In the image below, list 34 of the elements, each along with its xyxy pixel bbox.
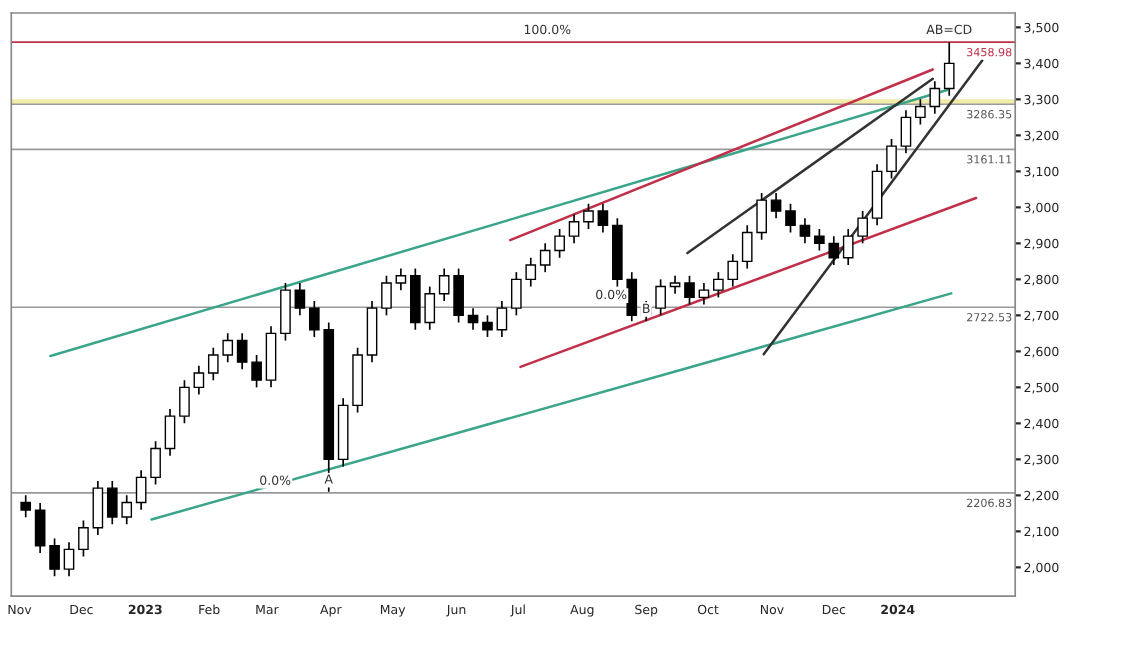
candlestick [943,41,955,97]
candlestick [164,408,176,457]
candlestick [236,332,248,371]
candlestick [597,202,609,234]
candlestick [900,109,912,155]
candlestick [366,300,378,363]
candlestick [583,202,594,230]
candlestick [135,469,147,511]
candlestick [179,379,190,425]
candlestick [20,494,32,519]
candlestick [265,325,277,389]
candlestick [34,502,46,554]
candlestick [785,202,796,234]
candlestick [568,213,580,245]
candlestick [63,541,75,578]
candlestick [395,267,407,291]
candlestick [799,217,811,245]
candlestick [92,480,104,536]
candlestick [150,440,161,486]
candlestick [49,537,60,578]
candlestick [770,192,782,219]
candlestick [280,282,291,342]
candlestick [78,519,89,558]
candlestick [193,364,205,396]
candlestick [669,274,681,295]
candlestick [496,300,508,338]
candlestick [294,282,306,317]
candlestick [482,314,493,338]
candlestick [251,354,262,389]
candlestick [886,138,897,180]
candlestick [381,274,392,317]
candlestick [698,282,710,306]
candlestick [684,274,695,306]
candlestick [871,163,883,227]
